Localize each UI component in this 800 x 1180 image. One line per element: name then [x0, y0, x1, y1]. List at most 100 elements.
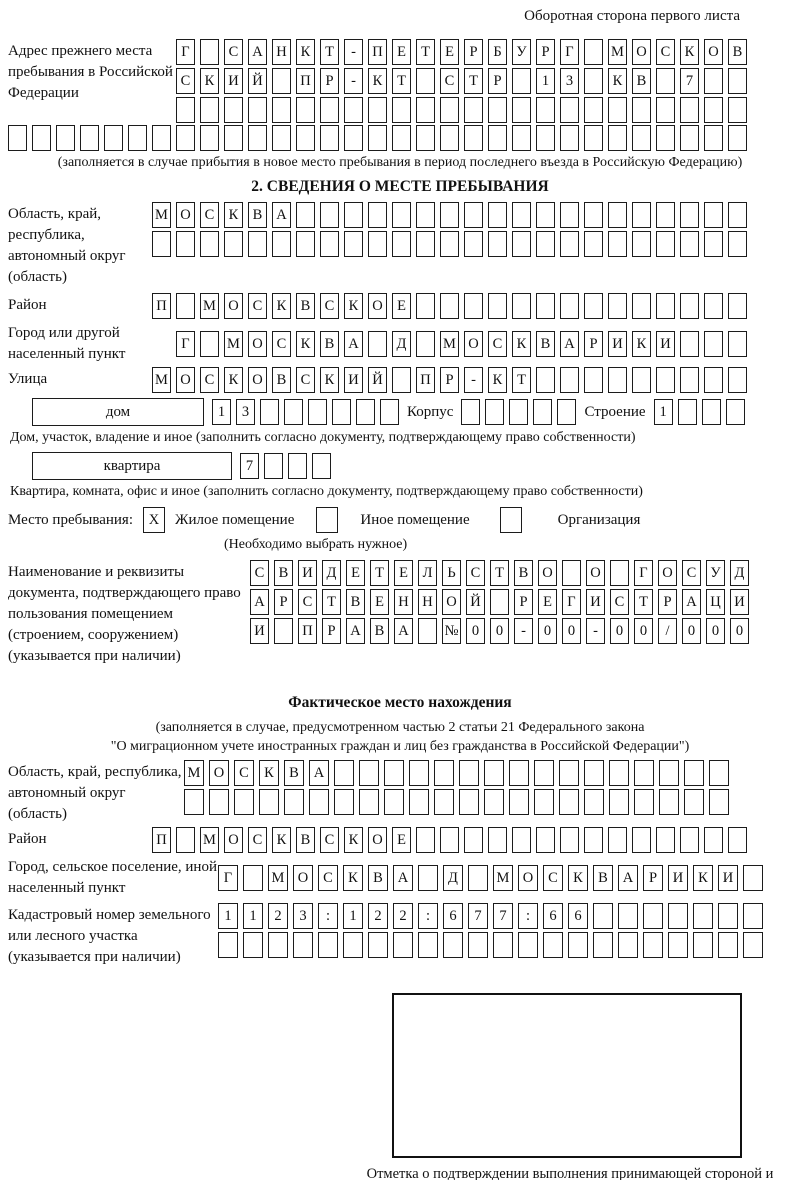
char-box[interactable] — [490, 589, 509, 615]
char-box[interactable]: Г — [218, 865, 238, 891]
char-box[interactable] — [200, 39, 219, 65]
char-box[interactable] — [643, 903, 663, 929]
char-box[interactable] — [680, 827, 699, 853]
char-box[interactable] — [634, 789, 654, 815]
char-box[interactable] — [440, 827, 459, 853]
char-box[interactable]: М — [152, 202, 171, 228]
char-box[interactable] — [488, 97, 507, 123]
char-box[interactable]: Т — [464, 68, 483, 94]
char-box[interactable] — [743, 865, 763, 891]
char-box[interactable]: П — [368, 39, 387, 65]
char-box[interactable] — [320, 231, 339, 257]
char-box[interactable]: А — [393, 865, 413, 891]
char-box[interactable]: Н — [394, 589, 413, 615]
char-box[interactable]: О — [368, 293, 387, 319]
char-box[interactable] — [268, 932, 288, 958]
char-box[interactable] — [274, 618, 293, 644]
char-box[interactable]: 0 — [538, 618, 557, 644]
char-box[interactable] — [632, 202, 651, 228]
char-box[interactable] — [293, 932, 313, 958]
char-box[interactable] — [634, 760, 654, 786]
char-box[interactable] — [512, 97, 531, 123]
char-box[interactable] — [610, 560, 629, 586]
char-box[interactable]: С — [224, 39, 243, 65]
char-box[interactable] — [512, 827, 531, 853]
char-box[interactable]: П — [152, 827, 171, 853]
char-box[interactable] — [200, 125, 219, 151]
char-box[interactable] — [568, 932, 588, 958]
char-box[interactable]: Т — [322, 589, 341, 615]
char-box[interactable]: К — [259, 760, 279, 786]
char-box[interactable]: 1 — [212, 399, 231, 425]
char-box[interactable] — [632, 367, 651, 393]
char-box[interactable]: М — [493, 865, 513, 891]
char-box[interactable]: О — [224, 827, 243, 853]
char-box[interactable] — [368, 932, 388, 958]
char-box[interactable]: Р — [320, 68, 339, 94]
char-box[interactable] — [359, 760, 379, 786]
char-box[interactable] — [459, 760, 479, 786]
char-box[interactable] — [234, 789, 254, 815]
char-box[interactable] — [218, 932, 238, 958]
char-box[interactable] — [176, 97, 195, 123]
char-box[interactable]: Е — [392, 39, 411, 65]
char-box[interactable] — [584, 39, 603, 65]
char-box[interactable]: 7 — [240, 453, 259, 479]
char-box[interactable] — [560, 202, 579, 228]
char-box[interactable]: Л — [418, 560, 437, 586]
char-box[interactable]: Р — [274, 589, 293, 615]
char-box[interactable] — [536, 97, 555, 123]
char-box[interactable] — [485, 399, 505, 425]
char-box[interactable] — [704, 293, 723, 319]
char-box[interactable] — [704, 97, 723, 123]
char-box[interactable] — [224, 97, 243, 123]
char-box[interactable]: Н — [272, 39, 291, 65]
char-box[interactable]: И — [668, 865, 688, 891]
char-box[interactable] — [718, 932, 738, 958]
char-box[interactable] — [618, 932, 638, 958]
char-box[interactable]: Й — [248, 68, 267, 94]
char-box[interactable] — [418, 932, 438, 958]
char-box[interactable]: М — [184, 760, 204, 786]
char-box[interactable] — [512, 68, 531, 94]
char-box[interactable] — [416, 827, 435, 853]
char-box[interactable]: У — [512, 39, 531, 65]
char-box[interactable] — [56, 125, 75, 151]
char-box[interactable]: - — [586, 618, 605, 644]
char-box[interactable] — [344, 202, 363, 228]
char-box[interactable] — [560, 367, 579, 393]
char-box[interactable]: Т — [392, 68, 411, 94]
char-box[interactable] — [484, 789, 504, 815]
char-box[interactable] — [296, 125, 315, 151]
char-box[interactable]: : — [418, 903, 438, 929]
char-box[interactable]: 1 — [243, 903, 263, 929]
char-box[interactable] — [668, 932, 688, 958]
char-box[interactable]: Р — [536, 39, 555, 65]
char-box[interactable]: 0 — [490, 618, 509, 644]
char-box[interactable] — [562, 560, 581, 586]
char-box[interactable] — [464, 293, 483, 319]
char-box[interactable] — [416, 293, 435, 319]
char-box[interactable]: 2 — [368, 903, 388, 929]
char-box[interactable]: Н — [418, 589, 437, 615]
char-box[interactable] — [659, 760, 679, 786]
char-box[interactable] — [684, 789, 704, 815]
char-box[interactable] — [728, 231, 747, 257]
char-box[interactable] — [464, 97, 483, 123]
char-box[interactable] — [440, 97, 459, 123]
char-box[interactable] — [368, 331, 387, 357]
char-box[interactable] — [440, 293, 459, 319]
char-box[interactable] — [184, 789, 204, 815]
char-box[interactable] — [584, 760, 604, 786]
char-box[interactable] — [488, 827, 507, 853]
char-box[interactable] — [608, 827, 627, 853]
char-box[interactable] — [668, 903, 688, 929]
char-box[interactable]: Е — [440, 39, 459, 65]
char-box[interactable] — [680, 367, 699, 393]
char-box[interactable] — [608, 125, 627, 151]
char-box[interactable]: К — [296, 331, 315, 357]
char-box[interactable] — [176, 231, 195, 257]
char-box[interactable]: Т — [370, 560, 389, 586]
char-box[interactable]: С — [543, 865, 563, 891]
char-box[interactable] — [200, 331, 219, 357]
